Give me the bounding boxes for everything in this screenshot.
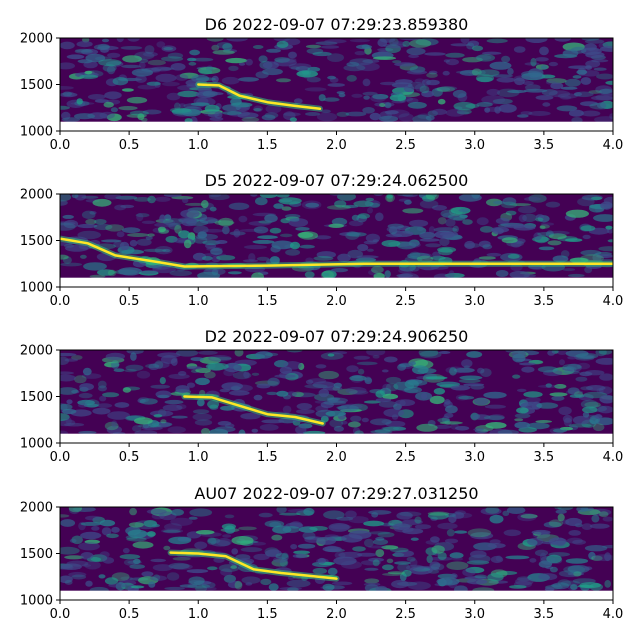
- x-tick-label: 2.5: [395, 294, 416, 309]
- spectrogram-panel: D2 2022-09-07 07:29:24.906250 0.0 0.5 1.0 1.…: [20, 327, 623, 465]
- spectrogram-noise: [60, 38, 613, 125]
- x-tick-label: 1.5: [257, 294, 278, 309]
- x-tick-label: 4.0: [603, 138, 624, 153]
- x-tick-label: 0.5: [119, 607, 140, 622]
- x-tick-label: 3.0: [464, 450, 485, 465]
- spectrogram-panel: D5 2022-09-07 07:29:24.062500 0.0 0.5 1.0 1.…: [20, 171, 623, 309]
- x-tick-label: 2.0: [326, 138, 347, 153]
- panel-title: D2 2022-09-07 07:29:24.906250: [205, 327, 469, 346]
- x-tick-label: 1.0: [188, 294, 209, 309]
- y-tick-label: 1000: [20, 594, 53, 609]
- x-tick-label: 2.0: [326, 607, 347, 622]
- signal-track: [167, 549, 340, 582]
- x-tick-label: 1.0: [188, 138, 209, 153]
- masked-low-band: [60, 277, 613, 287]
- x-tick-label: 0.0: [50, 607, 71, 622]
- x-tick-label: 2.0: [326, 450, 347, 465]
- panel-title: AU07 2022-09-07 07:29:27.031250: [194, 484, 478, 503]
- y-tick-label: 2000: [20, 344, 53, 359]
- masked-low-band: [60, 433, 613, 443]
- x-tick-label: 2.0: [326, 294, 347, 309]
- x-tick-label: 0.5: [119, 294, 140, 309]
- y-tick-label: 1500: [20, 547, 53, 562]
- y-tick-label: 1000: [20, 437, 53, 452]
- x-tick-label: 0.5: [119, 138, 140, 153]
- x-tick-label: 3.0: [464, 607, 485, 622]
- x-tick-label: 2.5: [395, 138, 416, 153]
- x-tick-label: 1.5: [257, 607, 278, 622]
- y-tick-label: 1000: [20, 125, 53, 140]
- spectrogram-panel: D6 2022-09-07 07:29:23.859380 0.0 0.5 1.0 1.…: [20, 15, 623, 153]
- masked-low-band: [60, 590, 613, 600]
- x-tick-label: 3.5: [534, 607, 555, 622]
- panel-title: D6 2022-09-07 07:29:23.859380: [205, 15, 469, 34]
- x-tick-label: 0.0: [50, 138, 71, 153]
- x-tick-label: 1.0: [188, 607, 209, 622]
- y-tick-label: 1500: [20, 390, 53, 405]
- panel-title: D5 2022-09-07 07:29:24.062500: [205, 171, 469, 190]
- x-tick-label: 3.0: [464, 294, 485, 309]
- x-tick-label: 4.0: [603, 450, 624, 465]
- spectrogram-noise: [60, 507, 613, 595]
- x-tick-label: 3.5: [534, 138, 555, 153]
- x-tick-label: 0.0: [50, 294, 71, 309]
- x-tick-label: 2.5: [395, 607, 416, 622]
- x-tick-label: 2.5: [395, 450, 416, 465]
- x-tick-label: 1.5: [257, 138, 278, 153]
- x-tick-label: 1.5: [257, 450, 278, 465]
- y-tick-label: 2000: [20, 188, 53, 203]
- x-tick-label: 4.0: [603, 607, 624, 622]
- y-tick-label: 1000: [20, 281, 53, 296]
- signal-track: [181, 393, 326, 427]
- y-tick-label: 1500: [20, 78, 53, 93]
- y-tick-label: 1500: [20, 234, 53, 249]
- x-tick-label: 3.5: [534, 450, 555, 465]
- y-tick-label: 2000: [20, 32, 53, 47]
- x-tick-label: 0.5: [119, 450, 140, 465]
- x-tick-label: 1.0: [188, 450, 209, 465]
- x-tick-label: 3.5: [534, 294, 555, 309]
- x-tick-label: 0.0: [50, 450, 71, 465]
- signal-track: [60, 235, 613, 270]
- y-tick-label: 2000: [20, 501, 53, 516]
- masked-low-band: [60, 121, 613, 131]
- signal-track: [195, 81, 323, 112]
- spectrogram-noise: [60, 350, 613, 438]
- x-tick-label: 4.0: [603, 294, 624, 309]
- spectrogram-panel: AU07 2022-09-07 07:29:27.031250 0.0 0.5 1.0…: [20, 484, 623, 622]
- x-tick-label: 3.0: [464, 138, 485, 153]
